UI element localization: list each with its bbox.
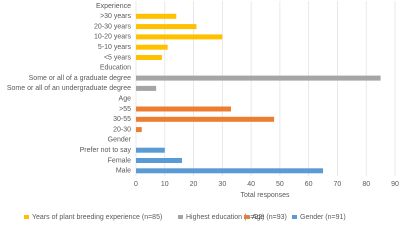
- bar: [136, 13, 177, 19]
- x-tick-label: 50: [276, 181, 284, 188]
- bar: [136, 127, 142, 133]
- y-tick-label: Some or all of an undergraduate degree: [7, 85, 131, 92]
- y-tick-label: >30 years: [100, 13, 131, 20]
- x-tick-label: 90: [391, 181, 399, 188]
- y-tick-label: Female: [108, 157, 131, 164]
- bar: [136, 34, 223, 40]
- bar: [136, 116, 275, 122]
- legend-label: Highest education (n=92): [186, 214, 264, 221]
- y-tick-label: Male: [116, 168, 131, 175]
- y-tick-label: Gender: [108, 137, 132, 144]
- y-tick-label: Age: [119, 96, 132, 103]
- legend-swatch: [178, 215, 183, 219]
- y-tick-label: Experience: [96, 3, 131, 10]
- bar: [136, 147, 165, 153]
- y-tick-label: 5-10 years: [98, 44, 132, 51]
- legend-label: Age (n=93): [252, 214, 287, 221]
- legend-swatch: [292, 215, 297, 219]
- y-tick-label: <5 years: [104, 54, 132, 61]
- y-tick-label: 10-20 years: [94, 34, 131, 41]
- y-tick-label: >55: [119, 106, 131, 113]
- bar: [136, 44, 168, 50]
- y-tick-label: 20-30: [113, 126, 131, 133]
- chart: Total responses 0 10 20 30 40 50 60 70 80 90 Exper…: [7, 1, 399, 221]
- legend-label: Years of plant breeding experience (n=85…: [32, 214, 162, 221]
- x-tick-label: 80: [362, 181, 370, 188]
- x-axis-label: Total responses: [240, 192, 290, 199]
- bar: [136, 168, 324, 174]
- x-tick-label: 0: [134, 181, 138, 188]
- y-tick-label: Prefer not to say: [80, 147, 132, 154]
- bar: [136, 75, 381, 81]
- x-tick-label: 60: [305, 181, 313, 188]
- bar: [136, 106, 231, 112]
- bar: [136, 85, 157, 91]
- bar: [136, 55, 162, 60]
- bar: [136, 158, 183, 163]
- y-tick-label: 30-55: [113, 116, 131, 123]
- legend-label: Gender (n=91): [300, 214, 346, 221]
- y-tick-label: 20-30 years: [94, 23, 131, 30]
- y-tick-label: Education: [100, 65, 131, 72]
- x-tick-label: 70: [334, 181, 342, 188]
- x-tick-label: 10: [161, 181, 169, 188]
- bar: [136, 24, 197, 30]
- y-tick-label: Some or all of a graduate degree: [29, 75, 131, 82]
- legend-swatch: [244, 215, 249, 219]
- x-tick-label: 30: [218, 181, 226, 188]
- x-tick-label: 40: [247, 181, 255, 188]
- legend-swatch: [24, 215, 29, 219]
- x-tick-label: 20: [190, 181, 198, 188]
